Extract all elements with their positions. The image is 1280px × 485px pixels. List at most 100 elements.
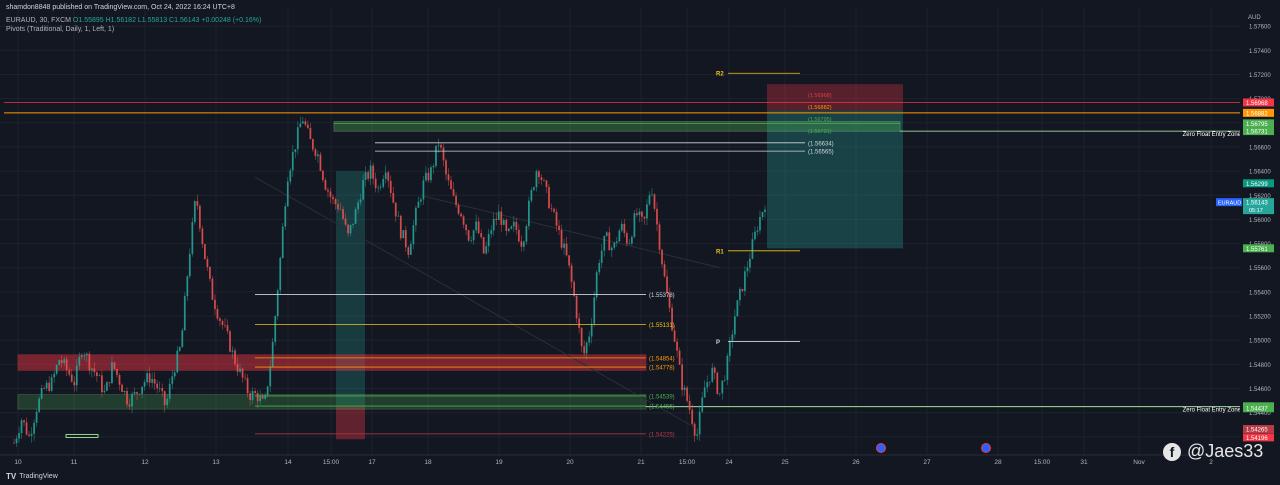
candle-body [196, 201, 199, 206]
candle-body [279, 257, 282, 291]
candle-body [236, 364, 239, 372]
candles [13, 116, 766, 447]
candle-body [50, 377, 53, 391]
candle-body [741, 288, 744, 291]
candle-body [171, 376, 174, 384]
candle-body [462, 216, 465, 225]
candle-body [299, 123, 302, 128]
candle-body [201, 228, 204, 245]
candle-body [103, 390, 106, 393]
candle-body [43, 387, 46, 389]
candle-body [525, 226, 528, 242]
price-tick-label: 1.57600 [1249, 25, 1271, 31]
time-tick-label: 15:00 [323, 459, 340, 466]
candle-body [450, 180, 452, 190]
candle-body [510, 226, 513, 229]
price-tag-text: 1.56795 [1246, 122, 1268, 128]
candle-body [374, 178, 377, 189]
candle-body [598, 262, 601, 273]
candle-body [359, 199, 362, 203]
candle-body [570, 265, 573, 282]
candle-body [276, 290, 279, 317]
price-tick-label: 1.56400 [1249, 170, 1271, 176]
watermark: f @Jaes33 [1163, 441, 1263, 462]
indicator-legend[interactable]: Pivots (Traditional, Daily, 1, Left, 1) [6, 26, 115, 33]
candle-body [693, 423, 696, 436]
candle-body [309, 128, 312, 140]
price-axis: 1.576001.574001.572001.570001.568001.566… [1216, 0, 1280, 485]
candle-body [713, 367, 716, 373]
candle-body [455, 195, 457, 206]
candle-body [467, 230, 470, 241]
candle-body [425, 172, 427, 181]
candle-body [545, 180, 548, 188]
candle-body [20, 420, 23, 434]
candle-body [733, 316, 736, 335]
tradingview-brand[interactable]: TV TradingView [6, 472, 58, 481]
candle-body [146, 373, 149, 383]
candle-body [643, 216, 646, 219]
pivot-label: P [716, 340, 720, 346]
candle-body [472, 230, 475, 241]
candle-body [527, 200, 530, 227]
candle-body [573, 281, 576, 297]
candle-body [512, 221, 515, 227]
symbol-info[interactable]: EURAUD, 30, FXCM [6, 17, 71, 24]
time-tick-label: 13 [212, 459, 220, 466]
candle-body [445, 160, 447, 175]
candle-body [266, 386, 269, 396]
price-tag-text: 1.56731 [1246, 130, 1268, 136]
candle-body [490, 230, 493, 235]
candle-body [158, 388, 161, 389]
candle-body [286, 181, 289, 207]
candle-body [269, 366, 272, 387]
time-tick-label: 28 [994, 459, 1002, 466]
time-tick-label: 14 [284, 459, 292, 466]
demand-zone-box [17, 394, 647, 410]
time-axis-bg [0, 455, 1240, 485]
candle-body [646, 204, 648, 219]
level-label: (1.54854) [649, 356, 675, 362]
candle-body [126, 391, 128, 405]
candle-body [65, 359, 68, 370]
current-price-tag [1243, 198, 1274, 215]
candle-body [80, 355, 83, 357]
candle-body [296, 127, 299, 150]
candle-body [716, 372, 719, 394]
candle-body [686, 387, 689, 401]
time-tick-label: 21 [637, 459, 645, 466]
candle-body [754, 231, 756, 240]
candle-body [291, 151, 294, 171]
candle-body [198, 205, 201, 229]
candle-body [231, 350, 234, 352]
candle-body [595, 272, 598, 298]
candle-body [379, 186, 382, 188]
candle-body [563, 243, 565, 248]
candle-body [761, 212, 764, 218]
candle-body [344, 218, 347, 225]
candle-body [603, 235, 606, 251]
candle-body [141, 386, 143, 394]
candle-body [608, 232, 611, 251]
candle-body [600, 250, 603, 263]
level-label: (1.55378) [649, 293, 675, 299]
candle-body [256, 392, 259, 402]
zone-label: Zero Float Entry Zone [1183, 132, 1242, 138]
candle-body [219, 318, 221, 322]
candle-body [314, 149, 317, 157]
candle-body [726, 355, 729, 380]
candle-body [357, 202, 360, 210]
candle-body [648, 195, 651, 205]
time-tick-label: Nov [1133, 459, 1145, 466]
candle-body [153, 379, 156, 384]
candle-body [83, 355, 86, 356]
candle-body [75, 365, 78, 386]
candle-body [409, 244, 412, 255]
candle-body [387, 172, 390, 181]
candle-body [641, 211, 643, 217]
candle-body [121, 384, 123, 393]
candle-body [703, 387, 706, 398]
candle-body [138, 393, 141, 395]
level-label: (1.54225) [649, 432, 675, 438]
